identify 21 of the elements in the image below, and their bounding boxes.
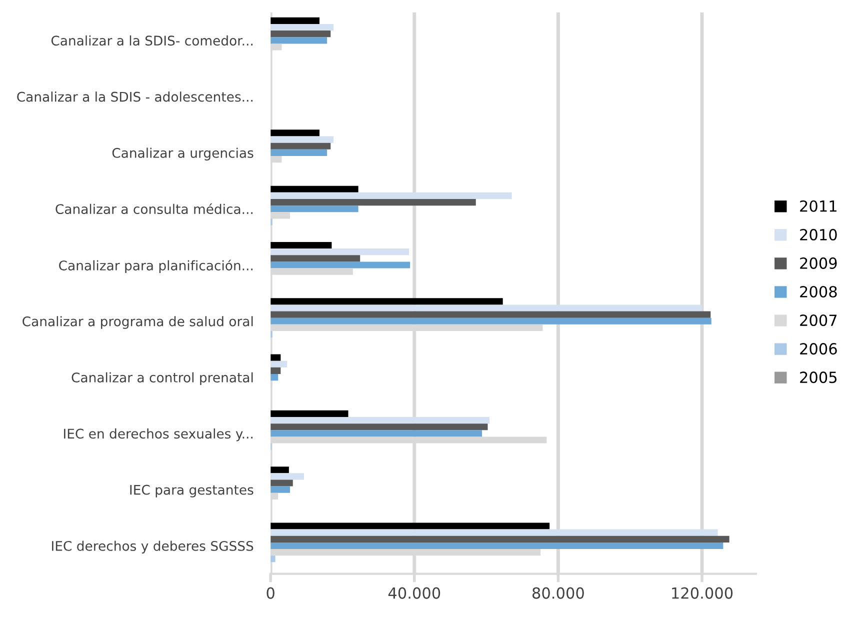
- legend-label: 2006: [800, 343, 837, 355]
- x-tick-label: 0: [266, 587, 274, 599]
- y-tick-label: Canalizar a la SDIS- comedor...: [51, 35, 252, 46]
- y-tick-label: Canalizar a la SDIS - adolescentes...: [17, 92, 252, 102]
- legend-label: 2007: [800, 314, 837, 326]
- y-tick-label: Canalizar a consulta médica...: [56, 203, 252, 214]
- y-tick-label: IEC en derechos sexuales y...: [64, 428, 252, 442]
- legend-label: 2010: [800, 228, 837, 240]
- y-tick-label: IEC derechos y deberes SGSSS: [52, 540, 254, 554]
- y-tick-label: Canalizar para planificación...: [59, 260, 252, 274]
- legend-label: 2005: [800, 372, 837, 384]
- y-tick-label: Canalizar a control prenatal: [72, 372, 253, 386]
- legend-label: 2009: [800, 257, 837, 269]
- legend-label: 2011: [800, 200, 836, 212]
- y-tick-label: Canalizar a programa de salud oral: [22, 316, 253, 329]
- x-tick-label: 80.000: [532, 587, 584, 599]
- legend-label: 2008: [800, 286, 837, 298]
- x-tick-label: 120.000: [672, 587, 733, 599]
- x-tick-label: 40.000: [388, 587, 440, 599]
- y-tick-label: IEC para gestantes: [130, 484, 254, 498]
- y-tick-label: Canalizar a urgencias: [112, 148, 254, 160]
